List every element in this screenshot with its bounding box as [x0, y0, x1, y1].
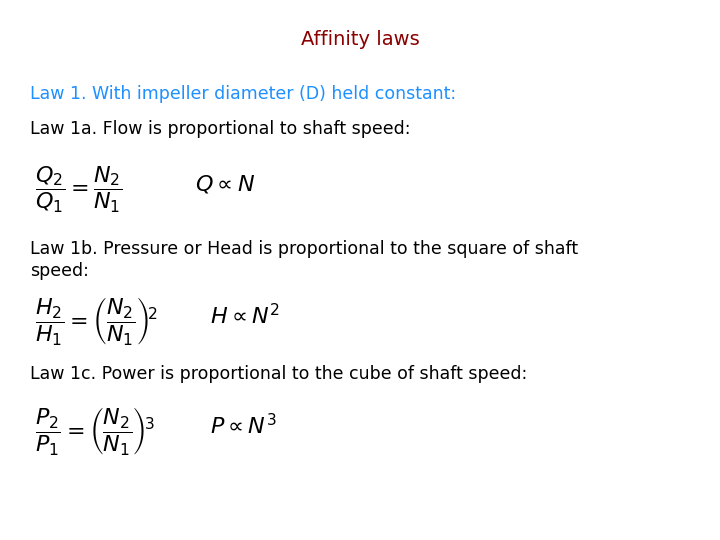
- Text: $\dfrac{P_2}{P_1} = \left(\dfrac{N_2}{N_1}\right)^{\!3}$: $\dfrac{P_2}{P_1} = \left(\dfrac{N_2}{N_…: [35, 405, 155, 457]
- Text: $Q \propto N$: $Q \propto N$: [195, 173, 255, 195]
- Text: $P \propto N^3$: $P \propto N^3$: [210, 413, 276, 438]
- Text: $H \propto N^2$: $H \propto N^2$: [210, 303, 280, 328]
- Text: speed:: speed:: [30, 262, 89, 280]
- Text: $\dfrac{H_2}{H_1} = \left(\dfrac{N_2}{N_1}\right)^{\!2}$: $\dfrac{H_2}{H_1} = \left(\dfrac{N_2}{N_…: [35, 295, 158, 347]
- Text: Affinity laws: Affinity laws: [301, 30, 419, 49]
- Text: Law 1b. Pressure or Head is proportional to the square of shaft: Law 1b. Pressure or Head is proportional…: [30, 240, 578, 258]
- Text: Law 1a. Flow is proportional to shaft speed:: Law 1a. Flow is proportional to shaft sp…: [30, 120, 410, 138]
- Text: $\dfrac{Q_2}{Q_1} = \dfrac{N_2}{N_1}$: $\dfrac{Q_2}{Q_1} = \dfrac{N_2}{N_1}$: [35, 165, 122, 215]
- Text: Law 1. With impeller diameter (D) held constant:: Law 1. With impeller diameter (D) held c…: [30, 85, 456, 103]
- Text: Law 1c. Power is proportional to the cube of shaft speed:: Law 1c. Power is proportional to the cub…: [30, 365, 527, 383]
